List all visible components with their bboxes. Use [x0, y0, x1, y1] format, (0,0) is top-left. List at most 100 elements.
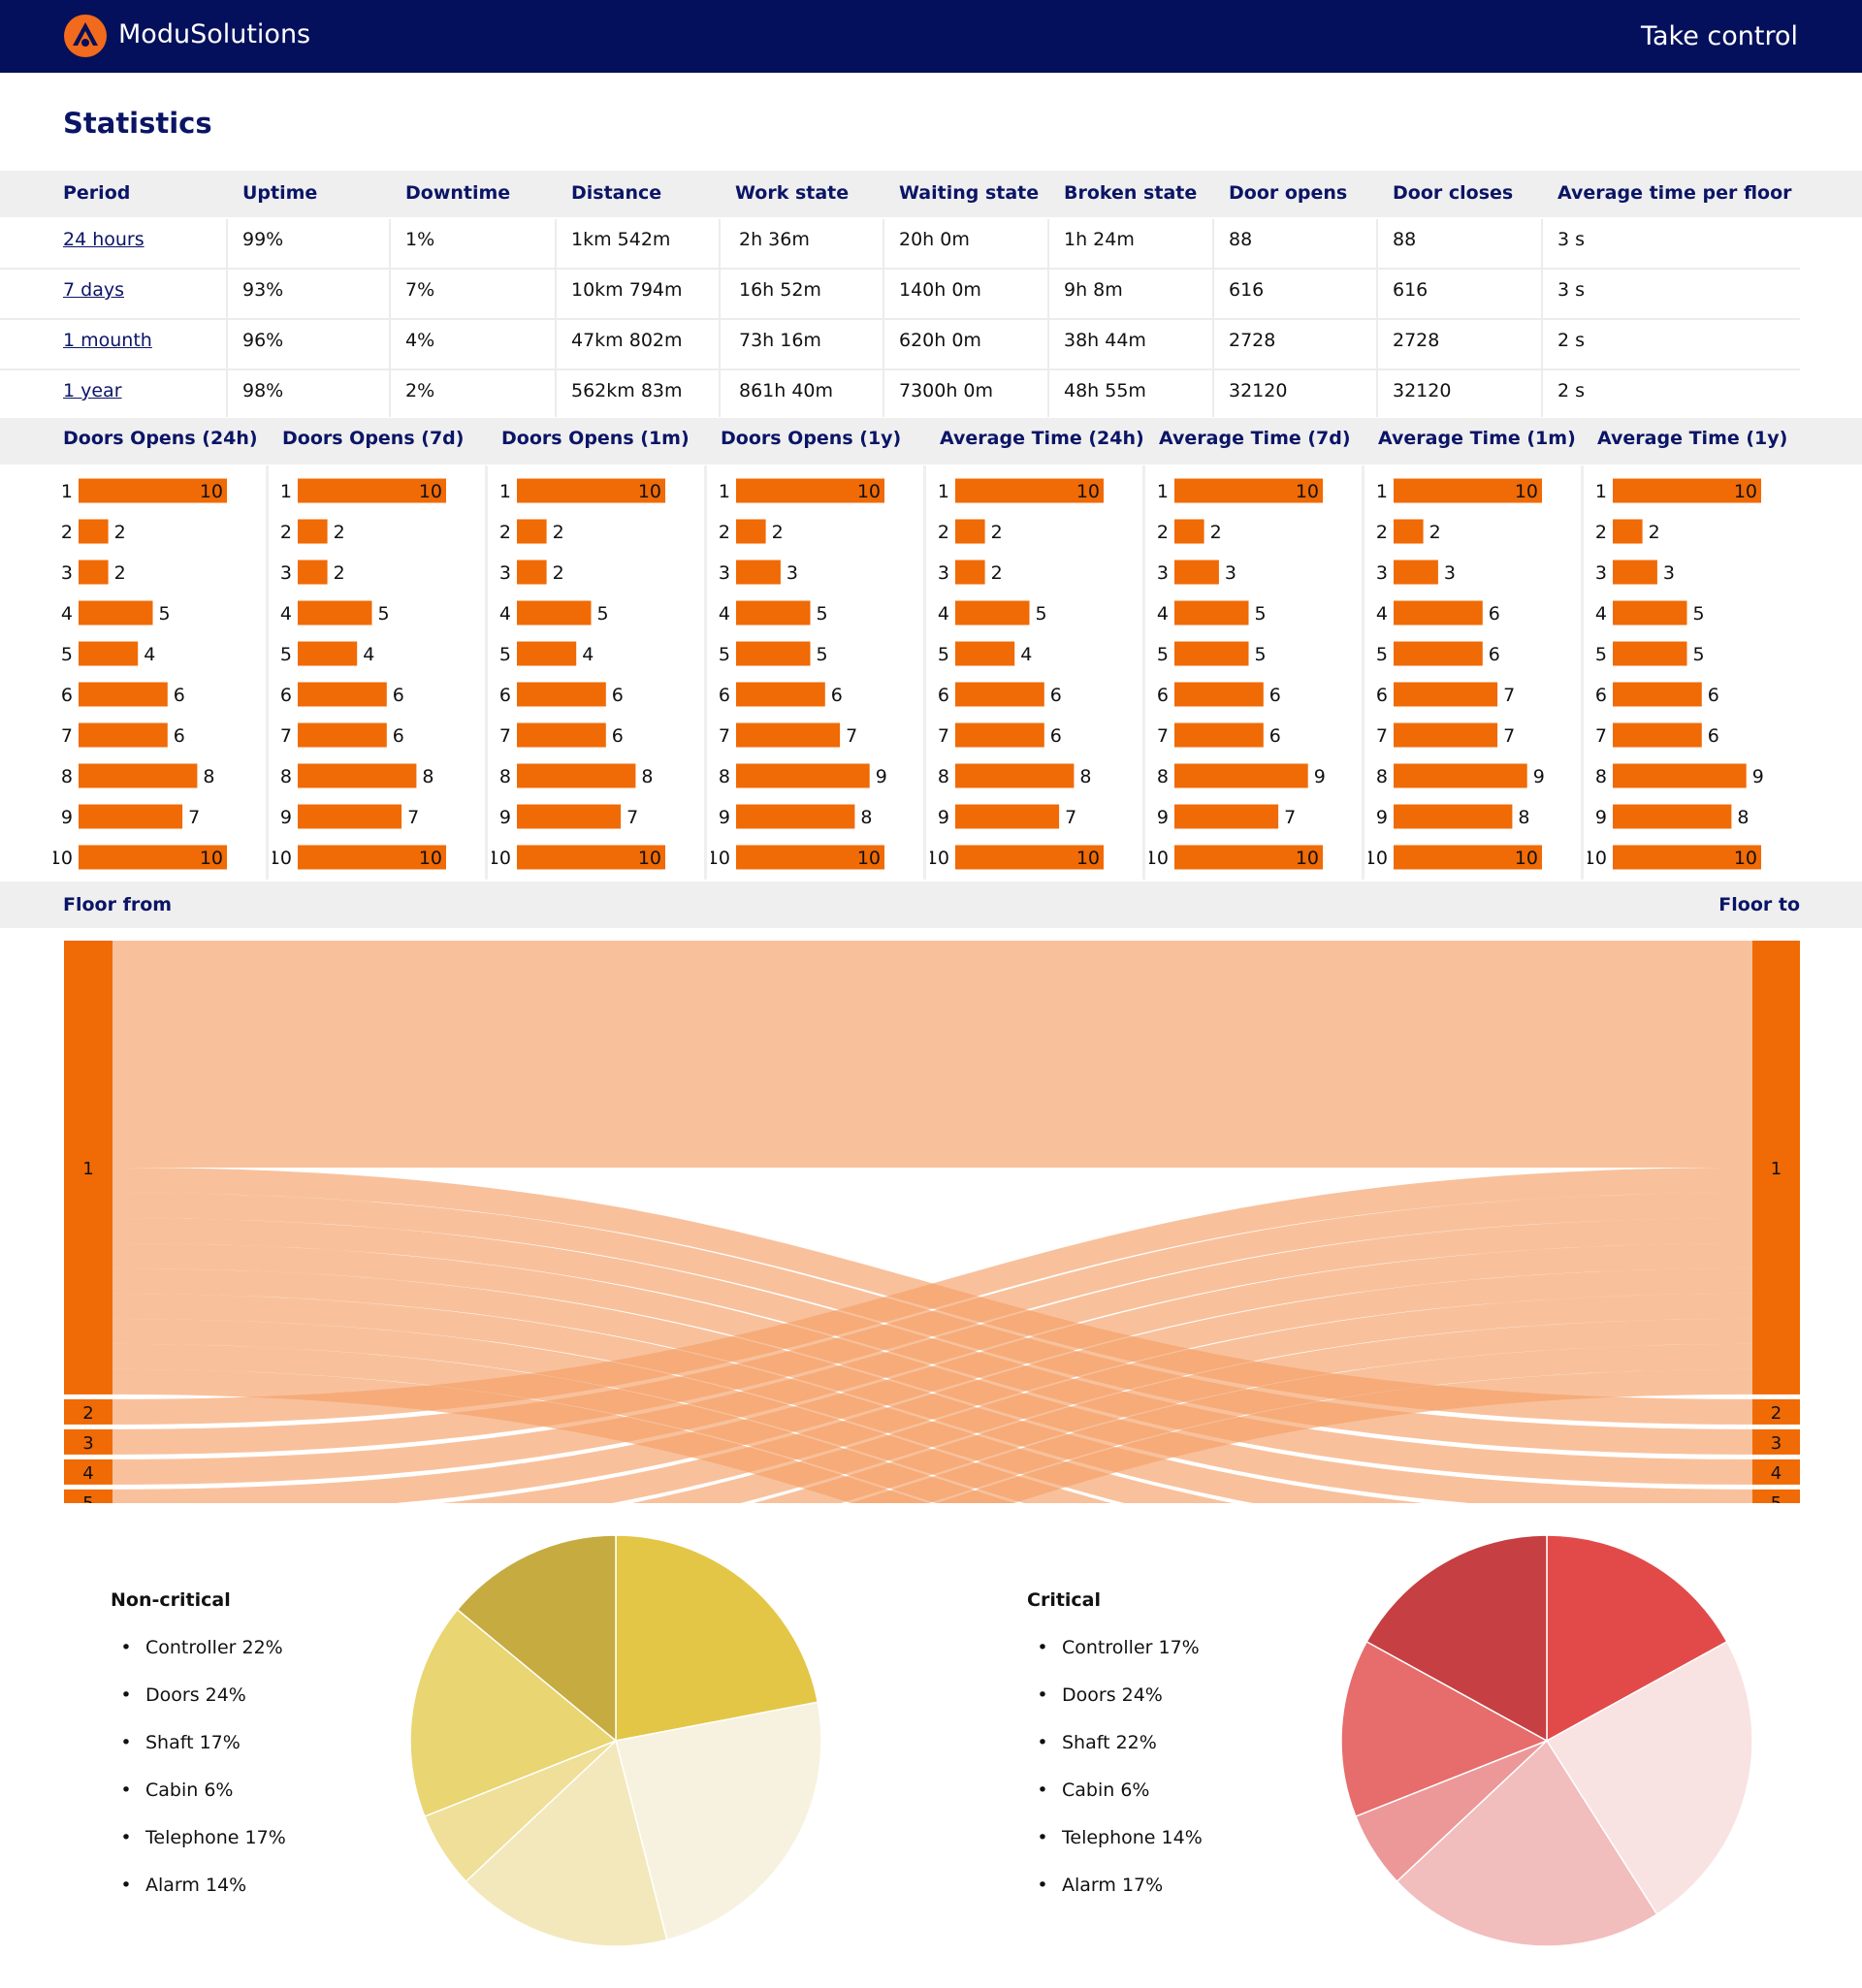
brand-name[interactable]: ModuSolutions: [118, 19, 311, 49]
period-link[interactable]: 24 hours: [63, 229, 144, 250]
legend-item: Alarm 14%: [116, 1875, 286, 1922]
stats-cell: 99%: [242, 229, 284, 250]
sankey-source-node: [64, 1428, 112, 1455]
bar-value-label: 5: [817, 644, 828, 665]
bar: [517, 641, 577, 666]
bar-category-label: 6: [1376, 685, 1388, 706]
sankey-target-node: [1752, 1459, 1800, 1485]
stats-cell: 4%: [405, 330, 435, 351]
bar-category-label: 7: [719, 725, 730, 747]
bar: [1394, 763, 1527, 788]
bar-value-label: 4: [144, 644, 155, 665]
bar-value-label: 5: [597, 603, 609, 625]
bar-category-label: 2: [280, 522, 292, 543]
stats-cell: 620h 0m: [899, 330, 981, 351]
bar: [79, 641, 139, 666]
modusolutions-logo-icon[interactable]: [63, 14, 108, 58]
bar-value-label: 7: [407, 807, 419, 828]
bar-chart-divider: [1142, 465, 1145, 880]
bar: [1613, 519, 1643, 544]
bar: [79, 804, 183, 829]
bar: [1394, 478, 1542, 503]
stats-cell: 616: [1229, 279, 1265, 301]
sankey-target-node: [1752, 1489, 1800, 1503]
bar-category-label: 10: [1368, 848, 1388, 869]
pie-slice: [456, 1534, 617, 1743]
bar-category-label: 3: [1376, 562, 1388, 584]
bar-value-label: 6: [393, 685, 404, 706]
bar-charts-header-band: [0, 418, 1862, 465]
table-column-divider: [1212, 219, 1214, 417]
bar: [955, 682, 1044, 707]
bar-value-label: 7: [1503, 725, 1515, 747]
non-critical-pie-chart: [409, 1534, 822, 1947]
stats-cell: 16h 52m: [739, 279, 821, 301]
bar-value-label: 8: [1737, 807, 1749, 828]
bar-value-label: 6: [1489, 603, 1500, 625]
bar-category-label: 1: [280, 481, 292, 502]
bar-value-label: 2: [1210, 522, 1222, 543]
stats-cell: 2h 36m: [739, 229, 810, 250]
bar-category-label: 6: [61, 685, 73, 706]
sankey-flow: [112, 1167, 1752, 1425]
period-link[interactable]: 1 mounth: [63, 330, 152, 351]
bar-category-label: 8: [1157, 766, 1169, 787]
legend-item: Telephone 17%: [116, 1827, 286, 1875]
stats-cell: 861h 40m: [739, 380, 834, 401]
bar-category-label: 3: [499, 562, 511, 584]
pie-slice: [1396, 1739, 1658, 1947]
stats-cell: 2 s: [1557, 330, 1586, 351]
bar-category-label: 3: [280, 562, 292, 584]
bar-value-label: 5: [378, 603, 390, 625]
bar-value-label: 8: [422, 766, 433, 787]
bar-category-label: 1: [1376, 481, 1388, 502]
bar-category-label: 2: [719, 522, 730, 543]
table-column-divider: [226, 219, 228, 417]
bar: [517, 682, 606, 707]
non-critical-legend-title: Non-critical: [111, 1589, 231, 1611]
period-link[interactable]: 7 days: [63, 279, 124, 301]
bar-value-label: 2: [772, 522, 784, 543]
pie-slice: [1545, 1640, 1753, 1916]
bar-category-label: 5: [938, 644, 949, 665]
bar-value-label: 10: [1076, 848, 1100, 869]
table-row-divider: [0, 369, 1800, 370]
bar-category-label: 10: [273, 848, 292, 869]
stats-column-header: Work state: [735, 182, 850, 204]
stats-column-header: Downtime: [405, 182, 511, 204]
stats-cell: 616: [1393, 279, 1429, 301]
bar-value-label: 4: [363, 644, 374, 665]
bar-value-label: 10: [1296, 481, 1319, 502]
bar-value-label: 2: [334, 562, 345, 584]
period-link[interactable]: 1 year: [63, 380, 122, 401]
stats-column-header: Waiting state: [899, 182, 1040, 204]
bar: [79, 560, 109, 585]
bar-category-label: 6: [938, 685, 949, 706]
bar-chart-title: Doors Opens (24h): [63, 428, 258, 449]
bar: [79, 722, 168, 748]
bar-value-label: 5: [1255, 644, 1267, 665]
stats-cell: 7300h 0m: [899, 380, 994, 401]
bar-value-label: 8: [860, 807, 872, 828]
bar: [955, 763, 1075, 788]
stats-cell: 3 s: [1557, 229, 1586, 250]
legend-item: Doors 24%: [1033, 1684, 1203, 1732]
bar-category-label: 8: [1595, 766, 1607, 787]
take-control-link[interactable]: Take control: [1640, 21, 1798, 51]
bar: [1394, 560, 1438, 585]
sankey-node-label: 2: [82, 1403, 93, 1424]
bar-category-label: 7: [938, 725, 949, 747]
bar: [517, 600, 592, 625]
floor-to-label: Floor to: [1718, 894, 1800, 915]
bar-category-label: 6: [499, 685, 511, 706]
pie-slice: [615, 1534, 819, 1742]
sankey-flow: [936, 1368, 1752, 1503]
bar-value-label: 10: [1076, 481, 1100, 502]
bar-value-label: 10: [1296, 848, 1319, 869]
stats-cell: 1h 24m: [1064, 229, 1135, 250]
legend-item: Cabin 6%: [116, 1780, 286, 1827]
bar-value-label: 2: [334, 522, 345, 543]
bar-category-label: 8: [280, 766, 292, 787]
bar-category-label: 10: [1588, 848, 1607, 869]
bar-value-label: 8: [1518, 807, 1529, 828]
